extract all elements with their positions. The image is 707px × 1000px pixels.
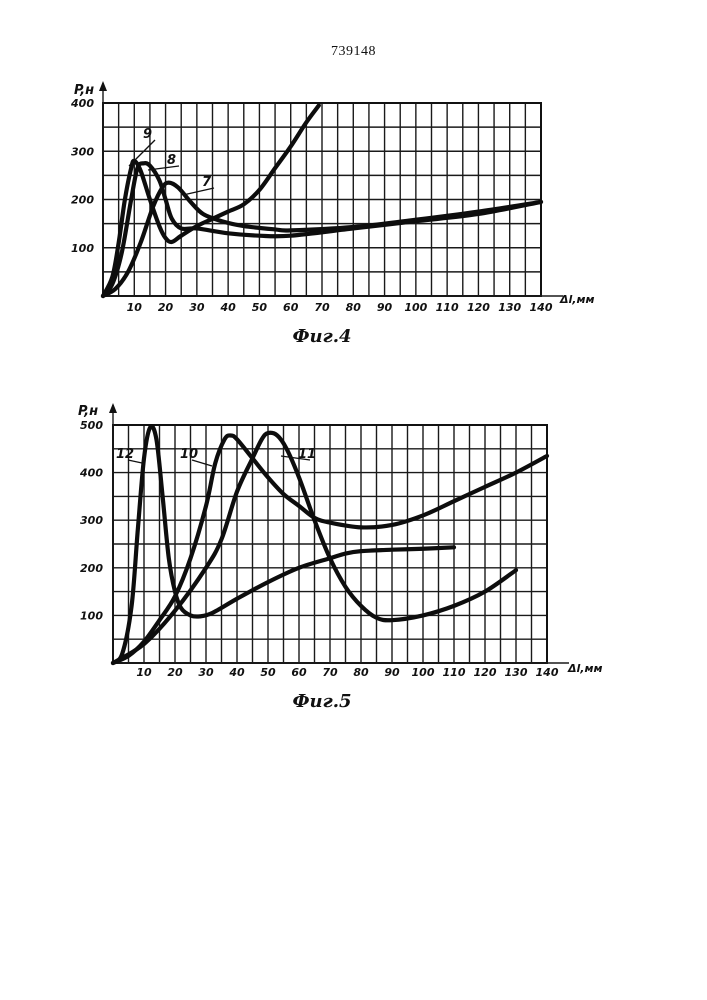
x-tick-label: 70 xyxy=(322,666,338,679)
x-tick-label: 10 xyxy=(136,666,152,679)
series-label-10: 10 xyxy=(180,447,198,462)
x-tick-label: 20 xyxy=(167,666,183,679)
series-label-12: 12 xyxy=(116,447,134,462)
x-tick-label: 90 xyxy=(384,666,400,679)
x-tick-label: 100 xyxy=(412,666,435,679)
y-axis-arrow xyxy=(109,403,117,413)
x-tick-label: 130 xyxy=(505,666,528,679)
y-tick-label: 400 xyxy=(79,467,103,480)
series-label-11: 11 xyxy=(298,447,316,462)
y-axis-label: P,н xyxy=(78,404,98,419)
x-tick-label: 80 xyxy=(353,666,369,679)
figure-caption: Фиг.5 xyxy=(292,691,351,712)
y-tick-label: 200 xyxy=(80,562,103,575)
x-axis-label: Δl,мм xyxy=(567,662,602,675)
x-tick-label: 60 xyxy=(291,666,307,679)
grid-lines-fig5 xyxy=(109,403,569,663)
x-tick-label: 110 xyxy=(443,666,466,679)
y-tick-label: 100 xyxy=(80,609,103,622)
x-tick-label: 120 xyxy=(474,666,497,679)
x-tick-label: 140 xyxy=(536,666,559,679)
y-tick-label: 300 xyxy=(80,514,103,527)
x-tick-label: 40 xyxy=(228,666,245,679)
y-tick-label: 500 xyxy=(80,419,103,432)
x-tick-label: 50 xyxy=(260,666,276,679)
x-tick-label: 30 xyxy=(198,666,214,679)
